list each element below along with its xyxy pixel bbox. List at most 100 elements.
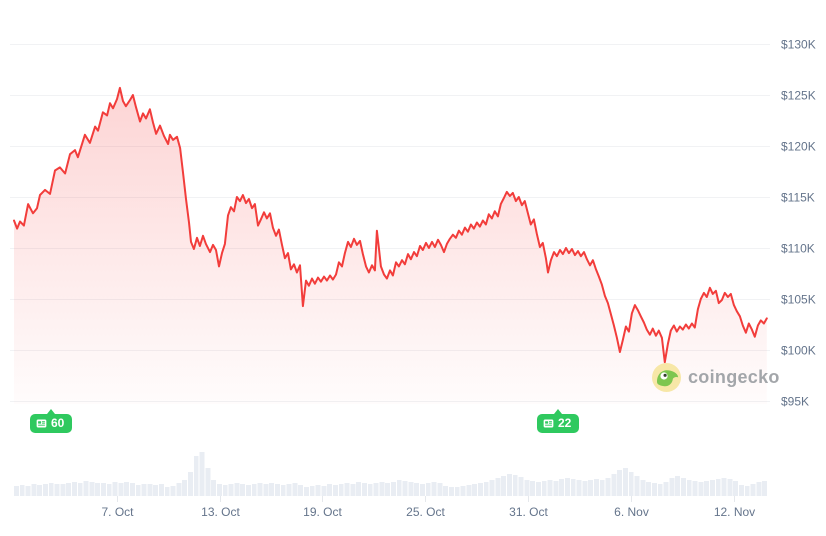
volume-bar	[460, 486, 466, 496]
news-annotation-badge-1[interactable]: 60	[30, 409, 73, 433]
volume-bar	[37, 485, 43, 496]
volume-bar	[14, 486, 19, 496]
volume-bar	[611, 474, 617, 496]
volume-bar	[396, 480, 402, 496]
volume-bar	[652, 483, 657, 496]
volume-bar	[443, 486, 449, 496]
volume-bar	[246, 485, 251, 496]
volume-bar	[333, 485, 338, 496]
volume-bar	[408, 482, 414, 496]
volume-bar	[124, 482, 130, 496]
volume-bar	[576, 480, 582, 496]
volume-bar	[559, 479, 565, 496]
volume-bar	[367, 484, 373, 496]
volume-bar	[385, 483, 391, 496]
volume-bar	[251, 484, 257, 496]
volume-bar	[657, 484, 663, 496]
y-axis-label: $120K	[781, 140, 816, 154]
volume-bar	[588, 480, 594, 496]
news-annotation-badge-2[interactable]: 22	[537, 409, 580, 433]
volume-bar	[130, 483, 135, 496]
news-icon	[36, 419, 47, 428]
volume-bar	[211, 480, 217, 496]
volume-bar	[414, 483, 420, 496]
volume-bar	[356, 482, 362, 496]
news-count: 22	[558, 416, 572, 430]
volume-bar	[170, 486, 176, 496]
volume-bar	[704, 481, 710, 496]
volume-bar	[570, 479, 576, 496]
volume-bars	[14, 452, 768, 496]
volume-bar	[454, 487, 460, 496]
volume-bar	[234, 483, 240, 496]
volume-bar	[43, 484, 48, 496]
y-axis-label: $95K	[781, 395, 809, 409]
volume-bar	[762, 481, 768, 496]
volume-bar	[518, 477, 524, 496]
volume-bar	[199, 452, 205, 496]
volume-bar	[60, 484, 66, 496]
volume-bar	[437, 483, 443, 496]
volume-bar	[524, 480, 530, 496]
volume-bar	[507, 474, 512, 496]
volume-bar	[692, 481, 698, 496]
volume-bar	[756, 482, 762, 496]
volume-bar	[205, 468, 211, 496]
volume-bar	[48, 483, 54, 496]
volume-bar	[553, 481, 559, 496]
volume-bar	[286, 484, 292, 496]
price-line	[13, 86, 768, 364]
volume-bar	[95, 483, 101, 496]
volume-bar	[431, 482, 437, 496]
volume-bar	[489, 480, 495, 496]
volume-bar	[280, 485, 286, 496]
volume-bar	[327, 484, 333, 496]
x-axis-ticks	[117, 496, 735, 502]
volume-bar	[466, 485, 472, 496]
volume-bar	[750, 484, 756, 496]
volume-bar	[373, 483, 379, 496]
volume-bar	[623, 468, 628, 496]
volume-bar	[420, 484, 425, 496]
volume-bar	[159, 484, 164, 496]
volume-bar	[495, 478, 501, 496]
volume-bar	[501, 476, 507, 496]
volume-bar	[25, 486, 31, 496]
volume-bar	[275, 484, 280, 496]
volume-bar	[449, 487, 454, 496]
volume-bar	[153, 485, 159, 496]
news-count: 60	[51, 416, 65, 430]
y-axis-label: $100K	[781, 344, 816, 358]
volume-bar	[478, 483, 483, 496]
volume-bar	[164, 487, 170, 496]
volume-bar	[536, 482, 541, 496]
x-axis-label: 6. Nov	[614, 505, 649, 519]
volume-bar	[739, 485, 744, 496]
volume-bar	[193, 456, 199, 496]
volume-bar	[298, 485, 304, 496]
volume-bar	[669, 478, 675, 496]
volume-bar	[362, 483, 367, 496]
volume-bar	[263, 484, 269, 496]
volume-bar	[257, 483, 263, 496]
volume-bar	[222, 485, 228, 496]
volume-bar	[135, 485, 141, 496]
volume-bar	[217, 484, 222, 496]
volume-bar	[530, 481, 536, 496]
volume-bar	[710, 480, 715, 496]
volume-bar	[425, 483, 431, 496]
x-axis-label: 25. Oct	[406, 505, 445, 519]
volume-bar	[240, 484, 246, 496]
volume-bar	[727, 479, 733, 496]
x-axis-label: 7. Oct	[101, 505, 134, 519]
volume-bar	[72, 482, 77, 496]
volume-bar	[617, 470, 623, 496]
volume-bar	[640, 480, 646, 496]
volume-bar	[89, 482, 95, 496]
volume-bar	[646, 482, 652, 496]
volume-bar	[315, 485, 321, 496]
volume-bar	[54, 484, 60, 496]
volume-bar	[512, 475, 518, 496]
